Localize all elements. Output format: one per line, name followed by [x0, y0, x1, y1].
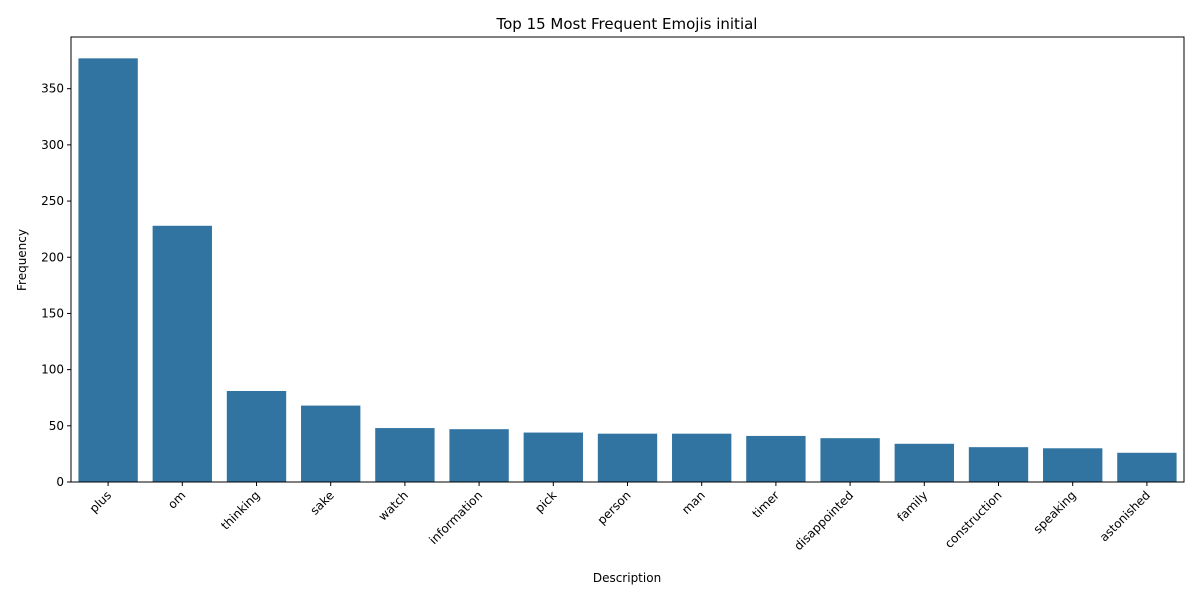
y-tick-label: 200 [41, 250, 64, 264]
x-tick-label: pick [532, 488, 559, 515]
bar-astonished [1117, 452, 1177, 482]
bar-thinking [226, 390, 287, 482]
x-tick-label: man [679, 488, 708, 517]
x-tick-label: family [894, 488, 930, 524]
x-tick-label: person [595, 488, 634, 527]
bar-construction [968, 447, 1029, 482]
x-tick-label: timer [749, 488, 782, 521]
bar-sake [301, 405, 361, 482]
x-axis: plus om thinking sake watch information pick pe… [87, 482, 1153, 553]
y-tick-label: 250 [41, 194, 64, 208]
y-axis-title: Frequency [15, 229, 29, 291]
plot-frame [70, 36, 1185, 483]
bar-person [597, 433, 658, 482]
bar-pick [523, 432, 583, 482]
x-tick-label: thinking [218, 488, 262, 532]
x-tick-label: plus [87, 488, 114, 515]
bar-information [449, 429, 509, 482]
y-axis: 0 50 100 150 200 250 300 350 [41, 82, 71, 489]
x-tick-label: disappointed [791, 488, 856, 553]
x-tick-label: information [426, 488, 485, 547]
bar-timer [746, 435, 806, 482]
chart-title: Top 15 Most Frequent Emojis initial [496, 15, 758, 33]
x-tick-label: speaking [1031, 488, 1079, 536]
bar-plus [78, 58, 138, 482]
bar-speaking [1043, 448, 1103, 482]
y-tick-label: 350 [41, 82, 64, 96]
bar-watch [375, 428, 435, 482]
x-axis-title: Description [593, 571, 661, 585]
x-tick-label: watch [376, 488, 411, 523]
bar-family [894, 443, 954, 482]
y-tick-label: 0 [56, 475, 64, 489]
y-tick-label: 100 [41, 363, 64, 377]
x-tick-label: construction [942, 488, 1005, 551]
bar-om [152, 225, 212, 482]
y-tick-label: 50 [49, 419, 64, 433]
x-tick-label: sake [307, 488, 336, 517]
bars-layer [78, 58, 1177, 482]
x-tick-label: om [165, 488, 188, 511]
y-tick-label: 150 [41, 306, 64, 320]
y-tick-label: 300 [41, 138, 64, 152]
bar-man [672, 433, 732, 482]
x-tick-label: astonished [1097, 488, 1153, 544]
bar-disappointed [820, 438, 880, 482]
